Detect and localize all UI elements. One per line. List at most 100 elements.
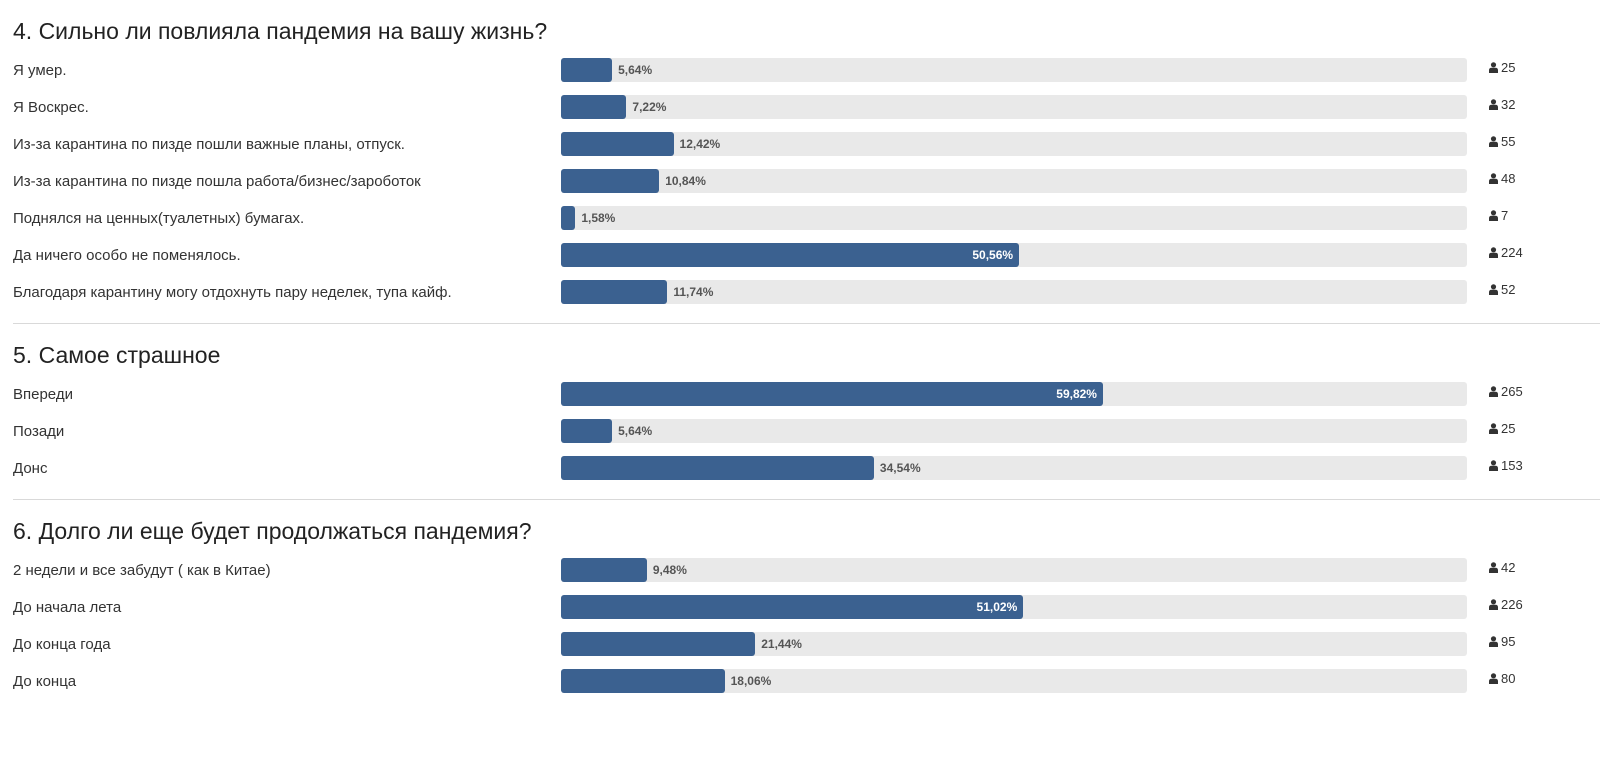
poll-option: Я Воскрес. 7,22% 32 [13,95,1600,132]
vote-number: 25 [1501,60,1516,75]
user-icon [1489,284,1498,295]
option-label: Впереди [13,386,73,403]
bar-fill [561,206,576,230]
percent-label: 10,84% [665,174,706,188]
bar-fill [561,669,725,693]
bar-track: 51,02% [561,595,1467,619]
bar-fill [561,419,613,443]
option-label: До начала лета [13,599,122,616]
vote-count: 95 [1489,633,1515,651]
poll-option: Впереди 59,82% 265 [13,382,1600,419]
vote-number: 32 [1501,97,1516,112]
question-title: 6. Долго ли еще будет продолжаться панде… [13,518,532,544]
option-label: Поднялся на ценных(туалетных) бумагах. [13,210,305,227]
vote-number: 224 [1501,245,1523,260]
options-list: Впереди 59,82% 265 Позади 5,64% 25 Донс 34,54% 1… [13,382,1600,493]
poll-option: До начала лета 51,02% 226 [13,595,1600,632]
vote-count: 25 [1489,59,1515,77]
bar-track: 10,84% [561,169,1467,193]
percent-label: 51,02% [976,600,1018,614]
vote-number: 25 [1501,421,1516,436]
bar-fill [561,243,1020,267]
poll-option: Поднялся на ценных(туалетных) бумагах. 1,… [13,206,1600,243]
vote-count: 265 [1489,383,1523,401]
question-block: 5. Самое страшное Впереди 59,82% 265 Позади… [0,324,1600,500]
user-icon [1489,136,1498,147]
bar-track: 9,48% [561,558,1467,582]
poll-option: До конца года 21,44% 95 [13,632,1600,669]
question-title: 4. Сильно ли повлияла пандемия на вашу ж… [13,18,548,44]
vote-count: 52 [1489,281,1515,299]
user-icon [1489,636,1498,647]
vote-number: 55 [1501,134,1516,149]
poll-option: Из-за карантина по пизде пошла работа/би… [13,169,1600,206]
vote-number: 95 [1501,634,1516,649]
option-label: Благодаря карантину могу отдохнуть пару … [13,284,452,301]
question-block: 6. Долго ли еще будет продолжаться панде… [0,500,1600,706]
option-label: Донс [13,460,48,477]
user-icon [1489,460,1498,471]
user-icon [1489,599,1498,610]
bar-track: 5,64% [561,419,1467,443]
option-label: Из-за карантина по пизде пошла работа/би… [13,173,421,190]
option-label: Позади [13,423,65,440]
poll-option: Позади 5,64% 25 [13,419,1600,456]
bar-fill [561,456,874,480]
bar-fill [561,132,674,156]
bar-track: 7,22% [561,95,1467,119]
options-list: Я умер. 5,64% 25 Я Воскрес. 7,22% 32 Из-за кар… [13,58,1600,317]
poll-option: 2 недели и все забудут ( как в Китае) 9,4… [13,558,1600,595]
user-icon [1489,62,1498,73]
bar-track: 21,44% [561,632,1467,656]
bar-track: 18,06% [561,669,1467,693]
poll-results: 4. Сильно ли повлияла пандемия на вашу ж… [0,18,1600,706]
option-label: Я Воскрес. [13,99,89,116]
bar-fill [561,558,647,582]
user-icon [1489,99,1498,110]
option-label: 2 недели и все забудут ( как в Китае) [13,562,271,579]
vote-count: 48 [1489,170,1515,188]
bar-fill [561,58,613,82]
user-icon [1489,423,1498,434]
percent-label: 18,06% [730,674,772,688]
user-icon [1489,673,1498,684]
bar-track: 34,54% [561,456,1467,480]
bar-track: 1,58% [561,206,1467,230]
bar-fill [561,95,627,119]
user-icon [1489,386,1498,397]
vote-count: 153 [1489,457,1523,475]
bar-track: 50,56% [561,243,1467,267]
vote-number: 80 [1501,671,1516,686]
divider [13,323,1600,324]
poll-option: Да ничего особо не поменялось. 50,56% 224 [13,243,1600,280]
vote-count: 80 [1489,670,1515,688]
options-list: 2 недели и все забудут ( как в Китае) 9,4… [13,558,1600,706]
option-label: Я умер. [13,62,67,79]
percent-label: 34,54% [879,461,921,475]
bar-fill [561,382,1103,406]
poll-option: Я умер. 5,64% 25 [13,58,1600,95]
vote-number: 48 [1501,171,1516,186]
percent-label: 9,48% [652,563,687,577]
vote-count: 7 [1489,207,1508,225]
bar-fill [561,169,660,193]
divider [13,499,1600,500]
vote-count: 42 [1489,559,1515,577]
poll-option: До конца 18,06% 80 [13,669,1600,706]
percent-label: 7,22% [632,100,667,114]
vote-count: 25 [1489,420,1515,438]
poll-option: Благодаря карантину могу отдохнуть пару … [13,280,1600,317]
vote-number: 226 [1501,597,1523,612]
percent-label: 21,44% [761,637,802,651]
vote-count: 55 [1489,133,1515,151]
option-label: До конца года [13,636,111,653]
bar-fill [561,632,756,656]
percent-label: 5,64% [618,424,653,438]
option-label: Из-за карантина по пизде пошли важные пл… [13,136,405,153]
percent-label: 1,58% [581,211,616,225]
bar-fill [561,280,668,304]
user-icon [1489,247,1498,258]
vote-count: 224 [1489,244,1523,262]
vote-count: 226 [1489,596,1523,614]
bar-track: 12,42% [561,132,1467,156]
